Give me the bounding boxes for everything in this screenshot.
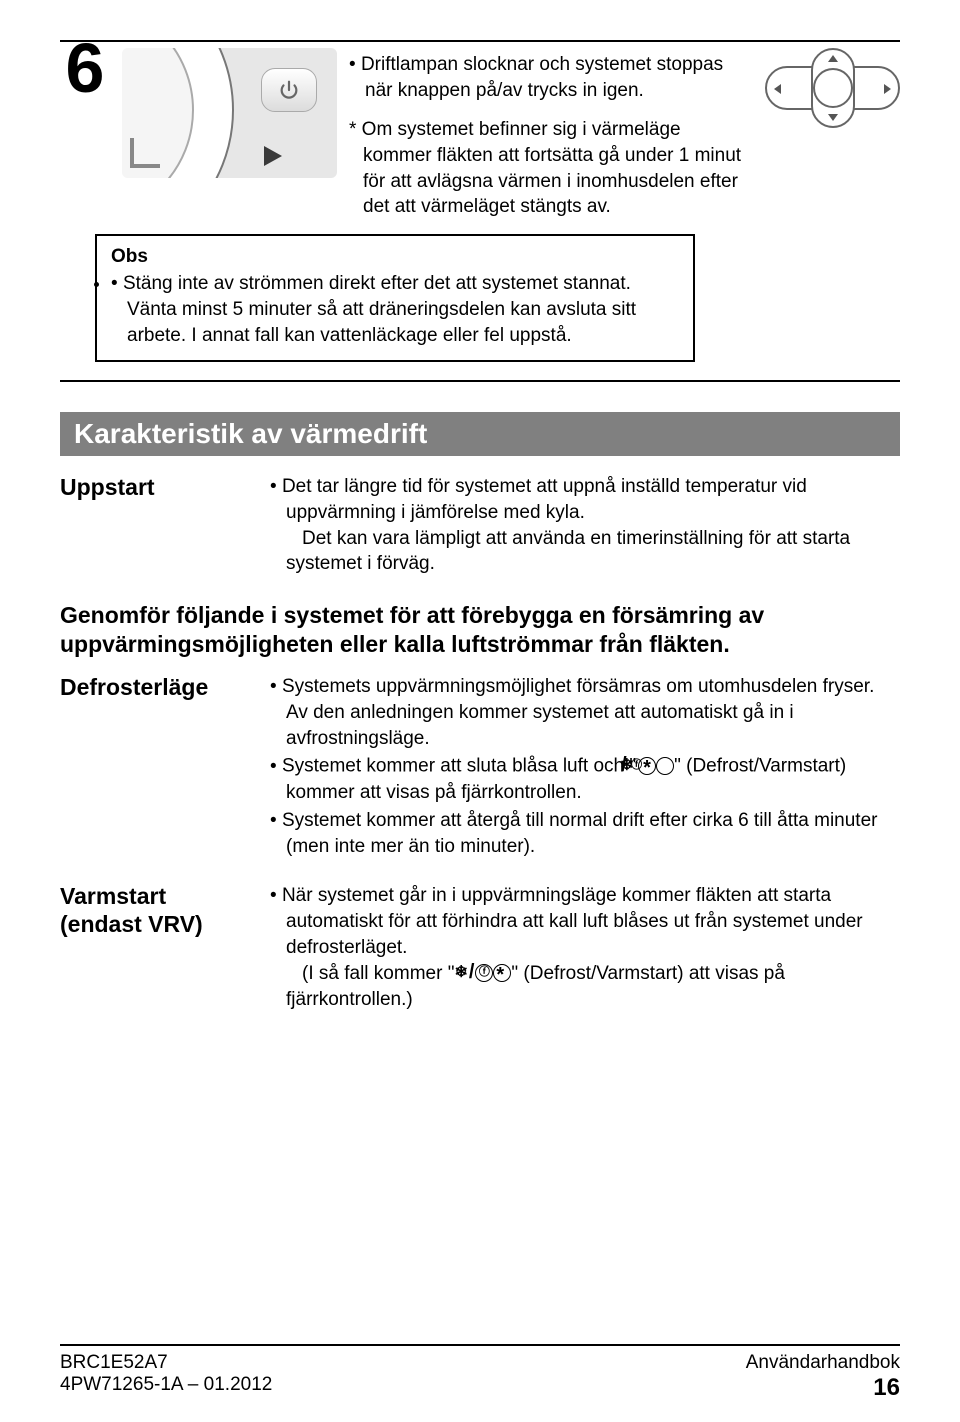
footer-model: BRC1E52A7: [60, 1352, 272, 1374]
defrost-b2: Systemet kommer att sluta blåsa luft och…: [270, 753, 900, 806]
defrost-icons: ❄/ⓕ: [454, 959, 511, 986]
obs-title: Obs: [111, 244, 679, 270]
step-star-note: * Om systemet befinner sig i värmeläge k…: [349, 117, 753, 220]
snowflake-icon: ❄: [454, 962, 467, 984]
defrost-b1: Systemets uppvärmningsmöjlighet försämra…: [270, 674, 900, 751]
step-text: Driftlampan slocknar och systemet stoppa…: [349, 52, 753, 103]
defrost-block: Defrosterläge Systemets uppvärmningsmöjl…: [60, 674, 900, 861]
defrost-icons: ❄/ⓕ: [636, 752, 674, 779]
play-icon: [264, 146, 282, 166]
power-button-icon: [261, 68, 317, 112]
fan-icon: [493, 964, 511, 982]
obs-box: Obs Stäng inte av strömmen direkt efter …: [95, 234, 695, 363]
varmstart-b1: När systemet går in i uppvärmningsläge k…: [270, 883, 900, 1013]
page-footer: BRC1E52A7 4PW71265-1A – 01.2012 Användar…: [60, 1344, 900, 1402]
remote-illustration: [122, 48, 337, 178]
step-6-row: 6 Driftlampan slocknar och systemet stop…: [60, 48, 900, 220]
heat-icon: ⓕ: [475, 964, 493, 982]
defrost-b3: Systemet kommer att återgå till normal d…: [270, 808, 900, 859]
footer-doc-title: Användarhandbok: [746, 1352, 900, 1374]
defrost-label: Defrosterläge: [60, 674, 270, 861]
fan-icon: [656, 757, 674, 775]
step-number: 6: [60, 40, 110, 96]
obs-text: Stäng inte av strömmen direkt efter det …: [111, 271, 679, 348]
section-heading: Karakteristik av värmedrift: [60, 412, 900, 456]
dpad-illustration: [765, 48, 900, 128]
uppstart-label: Uppstart: [60, 474, 270, 579]
uppstart-block: Uppstart Det tar längre tid för systemet…: [60, 474, 900, 579]
uppstart-bullet: Det tar längre tid för systemet att uppn…: [270, 474, 900, 577]
varmstart-block: Varmstart(endast VRV) När systemet går i…: [60, 883, 900, 1015]
footer-page-number: 16: [746, 1374, 900, 1402]
footer-docref: 4PW71265-1A – 01.2012: [60, 1374, 272, 1396]
intermediate-heading: Genomför följande i systemet för att för…: [60, 601, 900, 659]
step-bullet-1: Driftlampan slocknar och systemet stoppa…: [349, 52, 753, 103]
varmstart-label: Varmstart(endast VRV): [60, 883, 270, 1015]
